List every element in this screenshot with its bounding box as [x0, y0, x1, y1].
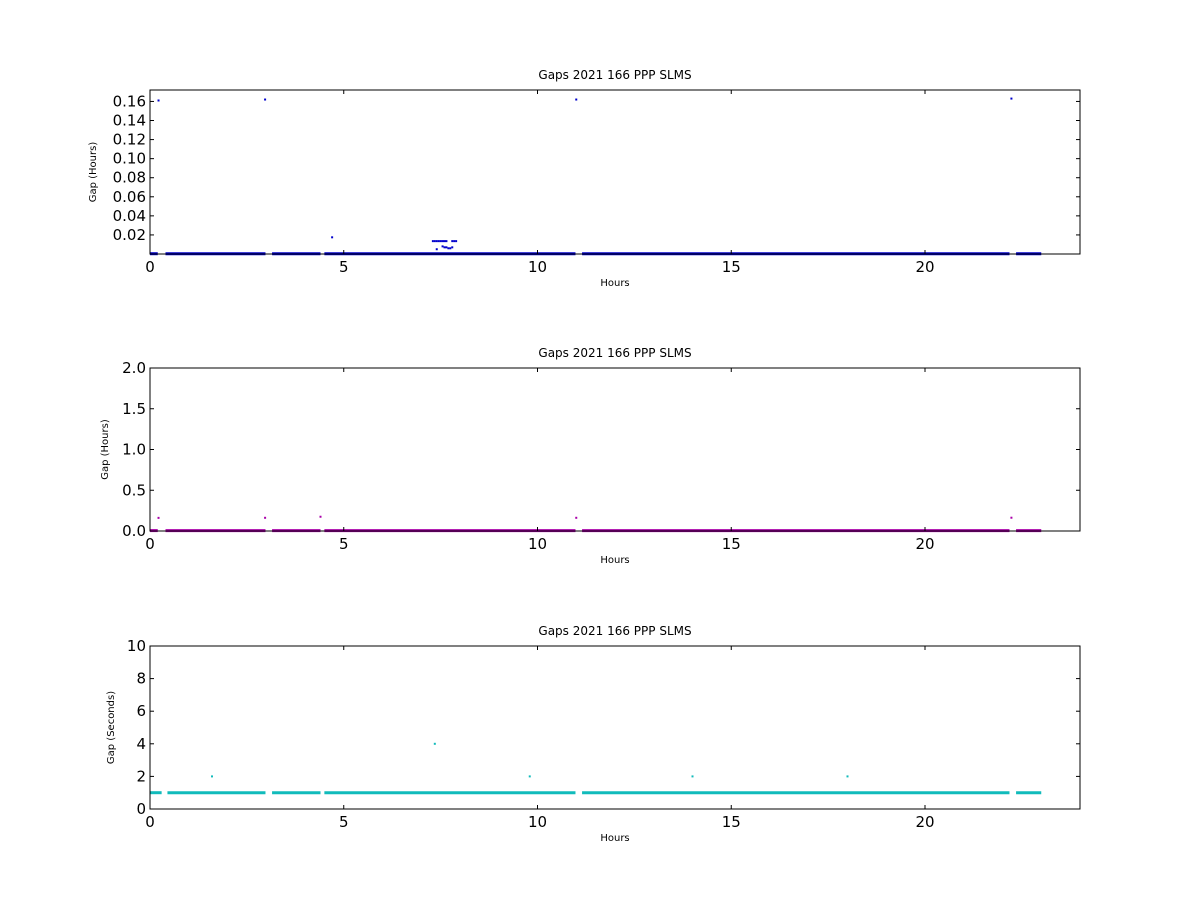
x-axis-label: Hours	[600, 833, 629, 844]
chart-title: Gaps 2021 166 PPP SLMS	[538, 346, 691, 360]
chart-1: 0 5 10 15 20 0.020.040.060.080.100.120.14 0.16…	[88, 68, 1081, 289]
y-tick-label: 0.10	[113, 150, 146, 168]
x-tick-label: 20	[915, 813, 934, 831]
data-point	[447, 247, 450, 250]
data-point	[435, 248, 438, 251]
x-tick-label: 20	[915, 258, 934, 276]
data-point	[528, 775, 531, 778]
y-tick-label: 0.5	[122, 481, 146, 499]
data-point	[331, 236, 334, 239]
data-marks	[150, 515, 1042, 533]
data-point	[455, 240, 458, 243]
data-point	[451, 246, 454, 249]
y-tick-label: 0.02	[113, 226, 146, 244]
y-tick-label: 1.0	[122, 441, 146, 459]
x-axis-label: Hours	[600, 278, 629, 289]
y-tick-label: 0.14	[113, 112, 146, 130]
x-tick-label: 5	[339, 535, 349, 553]
data-point	[453, 240, 456, 243]
x-tick-label: 10	[528, 258, 547, 276]
x-tick-label: 5	[339, 813, 349, 831]
data-point	[1010, 97, 1013, 100]
data-marks	[150, 97, 1042, 256]
data-point	[435, 240, 438, 243]
data-point	[445, 240, 448, 243]
y-tick-label: 6	[136, 702, 146, 720]
data-point	[575, 516, 578, 519]
data-point	[433, 742, 436, 745]
data-marks	[150, 742, 1042, 795]
plot-frame	[149, 645, 1081, 810]
x-tick-label: 0	[145, 813, 155, 831]
x-tick-label: 10	[528, 535, 547, 553]
data-point	[846, 775, 849, 778]
y-tick-label: 2.0	[122, 359, 146, 377]
x-tick-label: 15	[722, 258, 741, 276]
y-tick-label: 0.08	[113, 169, 146, 187]
x-tick-label: 10	[528, 813, 547, 831]
y-tick-label: 4	[136, 735, 146, 753]
data-point	[157, 99, 160, 102]
y-tick-label: 0.04	[113, 207, 146, 225]
data-point	[449, 247, 452, 250]
x-tick-label: 0	[145, 258, 155, 276]
data-point	[691, 775, 694, 778]
data-point	[264, 516, 267, 519]
x-tick-label: 0	[145, 535, 155, 553]
data-point	[443, 246, 446, 249]
data-point	[451, 240, 454, 243]
x-tick-label: 15	[722, 535, 741, 553]
x-tick-label: 20	[915, 535, 934, 553]
chart-3: 0 5 10 15 20 0 2 4 6 8 10 Gaps 2021 166 PPP SLMS Hou…	[106, 624, 1081, 844]
y-tick-label: 10	[127, 637, 146, 655]
y-tick-label: 1.5	[122, 400, 146, 418]
data-point	[443, 240, 446, 243]
y-tick-label: 0.12	[113, 131, 146, 149]
data-point	[441, 245, 444, 248]
data-point	[211, 775, 213, 778]
data-point	[439, 240, 442, 243]
y-axis-label: Gap (Hours)	[100, 419, 111, 480]
plot-frame	[149, 89, 1081, 255]
x-tick-label: 5	[339, 258, 349, 276]
data-point	[319, 515, 322, 518]
y-tick-label: 0	[136, 800, 146, 818]
data-point	[431, 240, 434, 243]
chart-title: Gaps 2021 166 PPP SLMS	[538, 68, 691, 82]
plot-frame	[149, 367, 1081, 532]
data-point	[264, 98, 267, 101]
y-tick-label: 0.16	[113, 92, 146, 110]
y-tick-label: 0.06	[113, 188, 146, 206]
chart-2: 0 5 10 15 20 0.0 0.5 1.0 1.5 2.0 Gaps 2021 166 PPP…	[100, 346, 1081, 566]
y-tick-label: 0.0	[122, 522, 146, 540]
y-axis-label: Gap (Hours)	[88, 142, 99, 203]
data-point	[437, 240, 440, 243]
data-point	[441, 240, 444, 243]
data-point	[575, 98, 578, 101]
y-axis-label: Gap (Seconds)	[106, 691, 117, 764]
data-point	[157, 516, 160, 519]
data-point	[445, 246, 448, 249]
data-point	[1010, 516, 1013, 519]
x-tick-label: 15	[722, 813, 741, 831]
x-axis-label: Hours	[600, 555, 629, 566]
y-tick-label: 2	[136, 767, 146, 785]
chart-title: Gaps 2021 166 PPP SLMS	[538, 624, 691, 638]
y-tick-label: 8	[136, 670, 146, 688]
data-point	[433, 240, 436, 243]
